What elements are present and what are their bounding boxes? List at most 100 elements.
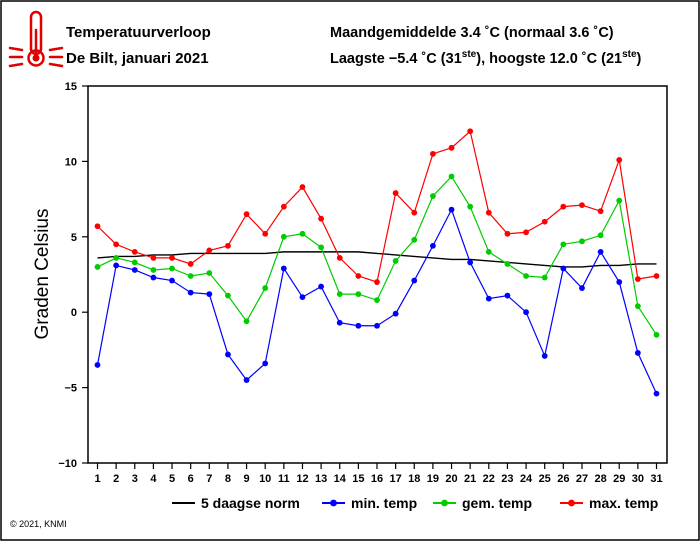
data-point-min-temp bbox=[169, 277, 175, 284]
legend-label-gem-temp: gem. temp bbox=[462, 495, 532, 511]
x-tick-label: 15 bbox=[352, 473, 364, 485]
chart-title: Temperatuurverloop bbox=[66, 24, 211, 41]
data-point-min-temp bbox=[504, 292, 511, 299]
data-point-gem-temp bbox=[355, 291, 362, 298]
legend-marker-max-temp bbox=[568, 499, 575, 507]
x-tick-label: 29 bbox=[613, 473, 625, 485]
data-point-max-temp bbox=[504, 230, 511, 237]
y-tick-label: −10 bbox=[58, 458, 77, 470]
data-point-min-temp bbox=[318, 283, 324, 290]
y-tick-label: 0 bbox=[71, 307, 77, 319]
thermometer-icon bbox=[8, 10, 64, 68]
x-tick-label: 26 bbox=[557, 473, 569, 485]
y-axis-label: Graden Celsius bbox=[32, 209, 53, 340]
data-point-gem-temp bbox=[467, 203, 474, 210]
data-point-min-temp bbox=[411, 277, 418, 284]
extremes-text: Laagste −5.4 ˚C (31ste), hoogste 12.0 ˚C… bbox=[330, 49, 642, 67]
y-tick-label: 5 bbox=[71, 232, 77, 244]
data-point-max-temp bbox=[169, 255, 175, 261]
x-tick-label: 25 bbox=[539, 473, 551, 485]
x-tick-label: 24 bbox=[520, 473, 533, 485]
data-point-gem-temp bbox=[430, 193, 436, 199]
data-point-min-temp bbox=[243, 377, 250, 383]
x-tick-label: 30 bbox=[632, 473, 644, 485]
data-point-max-temp bbox=[653, 273, 660, 279]
x-tick-label: 22 bbox=[483, 473, 495, 485]
legend-label-min-temp: min. temp bbox=[351, 495, 417, 511]
data-point-gem-temp bbox=[616, 197, 623, 204]
data-point-gem-temp bbox=[411, 236, 418, 243]
data-point-min-temp bbox=[541, 353, 548, 359]
y-tick-label: 10 bbox=[65, 156, 77, 168]
data-point-min-temp bbox=[597, 248, 604, 255]
data-point-gem-temp bbox=[113, 255, 120, 261]
data-point-gem-temp bbox=[299, 230, 306, 237]
data-point-gem-temp bbox=[206, 270, 213, 276]
data-point-max-temp bbox=[131, 248, 138, 255]
data-point-max-temp bbox=[597, 208, 604, 215]
x-tick-label: 20 bbox=[445, 473, 457, 485]
monthly-average-text: Maandgemiddelde 3.4 ˚C (normaal 3.6 ˚C) bbox=[330, 25, 614, 41]
data-point-max-temp bbox=[318, 215, 324, 222]
data-point-min-temp bbox=[336, 319, 343, 326]
data-point-min-temp bbox=[560, 265, 567, 272]
data-point-gem-temp bbox=[541, 274, 548, 281]
data-point-max-temp bbox=[392, 190, 399, 196]
x-tick-label: 19 bbox=[427, 473, 439, 485]
data-point-max-temp bbox=[225, 242, 231, 249]
x-tick-label: 28 bbox=[594, 473, 606, 485]
data-point-max-temp bbox=[299, 184, 306, 190]
data-point-gem-temp bbox=[504, 261, 511, 267]
data-point-min-temp bbox=[634, 350, 641, 356]
x-tick-label: 27 bbox=[576, 473, 588, 485]
data-point-max-temp bbox=[616, 156, 623, 163]
x-tick-label: 13 bbox=[315, 473, 327, 485]
data-point-min-temp bbox=[262, 360, 269, 367]
data-point-max-temp bbox=[243, 211, 250, 218]
data-point-max-temp bbox=[485, 209, 492, 216]
x-axis: 1 2 3 4 5 6 7 8 9 10 11 12 13 14 15 16 17 18 19 20 21 22 23 24 2… bbox=[94, 463, 663, 485]
data-point-min-temp bbox=[653, 390, 660, 397]
legend-label-max-temp: max. temp bbox=[589, 495, 658, 511]
y-tick-label: 15 bbox=[65, 81, 77, 93]
data-point-max-temp bbox=[187, 261, 194, 267]
data-point-gem-temp bbox=[280, 233, 287, 240]
data-point-max-temp bbox=[94, 223, 101, 230]
data-point-max-temp bbox=[262, 230, 269, 237]
data-point-min-temp bbox=[467, 259, 474, 266]
data-point-gem-temp bbox=[634, 303, 641, 310]
x-tick-label: 14 bbox=[334, 473, 347, 485]
data-point-max-temp bbox=[113, 241, 120, 248]
data-point-gem-temp bbox=[336, 291, 343, 298]
legend: 5 daagse norm min. temp gem. temp max. temp bbox=[172, 495, 658, 511]
data-point-max-temp bbox=[336, 255, 343, 261]
data-point-max-temp bbox=[374, 279, 380, 285]
data-point-max-temp bbox=[523, 229, 529, 236]
x-tick-label: 3 bbox=[132, 473, 138, 485]
data-point-min-temp bbox=[485, 295, 492, 302]
data-point-min-temp bbox=[187, 289, 194, 296]
data-point-gem-temp bbox=[448, 173, 455, 180]
data-point-gem-temp bbox=[94, 264, 101, 270]
x-tick-label: 1 bbox=[94, 473, 100, 485]
data-point-gem-temp bbox=[318, 244, 324, 251]
data-point-max-temp bbox=[560, 203, 567, 210]
x-tick-label: 21 bbox=[464, 473, 476, 485]
data-point-gem-temp bbox=[187, 273, 194, 279]
x-tick-label: 11 bbox=[278, 473, 290, 485]
data-point-min-temp bbox=[355, 322, 362, 329]
x-tick-label: 17 bbox=[390, 473, 402, 485]
x-tick-label: 8 bbox=[225, 473, 231, 485]
y-tick-label: −5 bbox=[64, 383, 77, 395]
legend-marker-min-temp bbox=[330, 499, 337, 507]
data-point-gem-temp bbox=[579, 238, 585, 245]
x-tick-label: 16 bbox=[371, 473, 383, 485]
x-tick-label: 9 bbox=[244, 473, 250, 485]
data-point-max-temp bbox=[411, 209, 418, 216]
legend-marker-gem-temp bbox=[441, 499, 448, 507]
series-layer bbox=[94, 128, 660, 397]
data-point-gem-temp bbox=[597, 232, 604, 239]
x-tick-label: 2 bbox=[113, 473, 119, 485]
data-point-max-temp bbox=[355, 273, 362, 279]
